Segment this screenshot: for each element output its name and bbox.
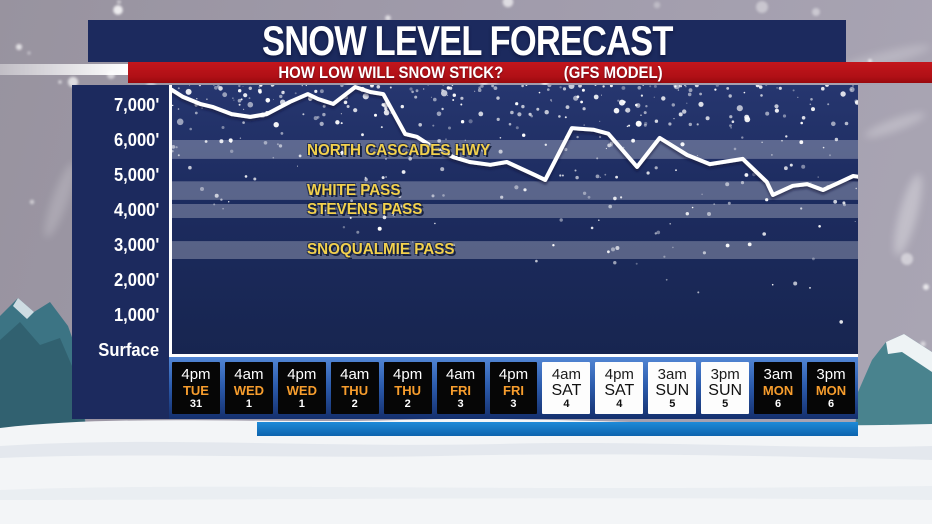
x-tick-date: 1 bbox=[298, 397, 305, 410]
x-tick-date: 5 bbox=[722, 397, 729, 410]
y-axis-label: 6,000' bbox=[113, 130, 159, 150]
x-tick-day: THU bbox=[341, 382, 369, 398]
x-tick-time: 4pm bbox=[287, 365, 317, 383]
y-axis-label: 7,000' bbox=[113, 95, 159, 115]
x-tick-day: FRI bbox=[450, 382, 472, 398]
x-tick-day: THU bbox=[394, 382, 421, 398]
x-tick-day: SUN bbox=[708, 381, 743, 399]
x-tick-date: 5 bbox=[669, 397, 676, 410]
y-axis-label: 3,000' bbox=[113, 235, 159, 255]
pass-label-white-pass: WHITE PASS bbox=[307, 182, 401, 200]
y-axis-label: 5,000' bbox=[113, 165, 159, 185]
x-tick-day: WED bbox=[286, 382, 317, 398]
x-tick-time: 4pm bbox=[393, 365, 423, 383]
x-tick-day: FRI bbox=[503, 382, 524, 398]
x-tick-date: 3 bbox=[510, 397, 517, 410]
y-axis-label: 4,000' bbox=[113, 200, 159, 220]
x-tick-time: 4pm bbox=[604, 365, 634, 383]
x-tick-fri-4pm: 4pm FRI 3 bbox=[489, 362, 538, 414]
elevation-band bbox=[172, 181, 858, 200]
pass-label-north-cascades-hwy: NORTH CASCADES HWY bbox=[307, 141, 491, 159]
x-tick-time: 4am bbox=[234, 365, 264, 383]
x-tick-date: 1 bbox=[245, 397, 252, 410]
chart-canvas bbox=[172, 85, 858, 324]
x-tick-date: 31 bbox=[189, 397, 203, 410]
x-tick-wed-4pm: 4pm WED 1 bbox=[277, 362, 326, 414]
x-tick-time: 4am bbox=[340, 365, 370, 383]
mountain-right-snowcap bbox=[886, 334, 932, 372]
x-tick-date: 3 bbox=[457, 397, 464, 410]
mountain-left-shadow bbox=[0, 322, 86, 430]
x-tick-date: 4 bbox=[563, 397, 570, 410]
y-axis-label: 2,000' bbox=[113, 270, 159, 290]
x-tick-sun-3pm: 3pm SUN 5 bbox=[701, 362, 750, 414]
x-tick-time: 3am bbox=[657, 365, 687, 383]
x-tick-time: 4pm bbox=[498, 365, 529, 383]
x-tick-thu-4am: 4am THU 2 bbox=[330, 362, 379, 414]
x-tick-day: WED bbox=[233, 382, 265, 398]
y-axis-label: Surface bbox=[98, 340, 159, 360]
x-tick-day: SAT bbox=[604, 381, 635, 399]
pass-label-stevens-pass: STEVENS PASS bbox=[307, 201, 423, 218]
x-tick-date: 4 bbox=[616, 397, 623, 410]
x-tick-date: 6 bbox=[827, 397, 835, 410]
elevation-band bbox=[172, 241, 858, 259]
mountain-left-snowcap bbox=[13, 298, 34, 319]
x-tick-mon-3pm: 3pm MON 6 bbox=[807, 362, 855, 414]
x-tick-date: 6 bbox=[775, 397, 782, 410]
x-tick-wed-4am: 4am WED 1 bbox=[224, 362, 273, 414]
x-tick-time: 3am bbox=[763, 365, 793, 383]
x-tick-fri-4am: 4am FRI 3 bbox=[436, 362, 485, 414]
x-tick-sat-4am: 4am SAT 4 bbox=[542, 362, 591, 414]
x-tick-sun-3am: 3am SUN 5 bbox=[648, 362, 697, 414]
subtitle-bar bbox=[128, 62, 932, 83]
x-axis: 4pm TUE 31 4am WED 1 4pm WED 1 4am THU 2 4pm THU 2 4am F… bbox=[169, 357, 858, 419]
x-tick-day: MON bbox=[815, 382, 847, 398]
y-axis-label: 1,000' bbox=[113, 305, 159, 325]
x-tick-date: 2 bbox=[351, 397, 358, 410]
y-axis-panel: 7,000' 6,000' 5,000' 4,000' 3,000' 2,000' 1,00… bbox=[72, 85, 169, 419]
title-banner: SNOW LEVEL FORECAST bbox=[88, 17, 846, 64]
snow-ground-shading2 bbox=[0, 486, 932, 500]
x-tick-time: 4am bbox=[445, 365, 476, 383]
x-tick-time: 4pm bbox=[181, 365, 211, 383]
snow-ground-shading bbox=[0, 441, 932, 460]
x-tick-mon-3am: 3am MON 6 bbox=[754, 362, 803, 414]
x-tick-day: SAT bbox=[551, 381, 582, 399]
x-tick-tue-4pm: 4pm TUE 31 bbox=[172, 362, 220, 414]
x-tick-time: 3pm bbox=[710, 365, 740, 383]
x-tick-day: MON bbox=[762, 382, 794, 398]
x-tick-day: TUE bbox=[182, 382, 209, 398]
x-tick-sat-4pm: 4pm SAT 4 bbox=[595, 362, 644, 414]
snow-level-line bbox=[172, 85, 858, 197]
bottom-accent-bar bbox=[257, 422, 858, 436]
pass-label-snoqualmie-pass: SNOQUALMIE PASS bbox=[307, 240, 455, 258]
x-tick-thu-4pm: 4pm THU 2 bbox=[383, 362, 432, 414]
x-tick-time: 3pm bbox=[816, 365, 846, 383]
x-tick-date: 2 bbox=[404, 397, 411, 410]
x-tick-time: 4am bbox=[551, 365, 581, 383]
elevation-band bbox=[172, 140, 858, 159]
subtitle-left-strip bbox=[0, 64, 128, 75]
page-title: SNOW LEVEL FORECAST bbox=[261, 17, 673, 64]
elevation-band bbox=[172, 204, 858, 218]
x-tick-day: SUN bbox=[655, 381, 690, 399]
chart-plot-area: NORTH CASCADES HWY WHITE PASS STEVENS PASS… bbox=[169, 85, 858, 357]
snowflakes-layer bbox=[172, 85, 858, 324]
